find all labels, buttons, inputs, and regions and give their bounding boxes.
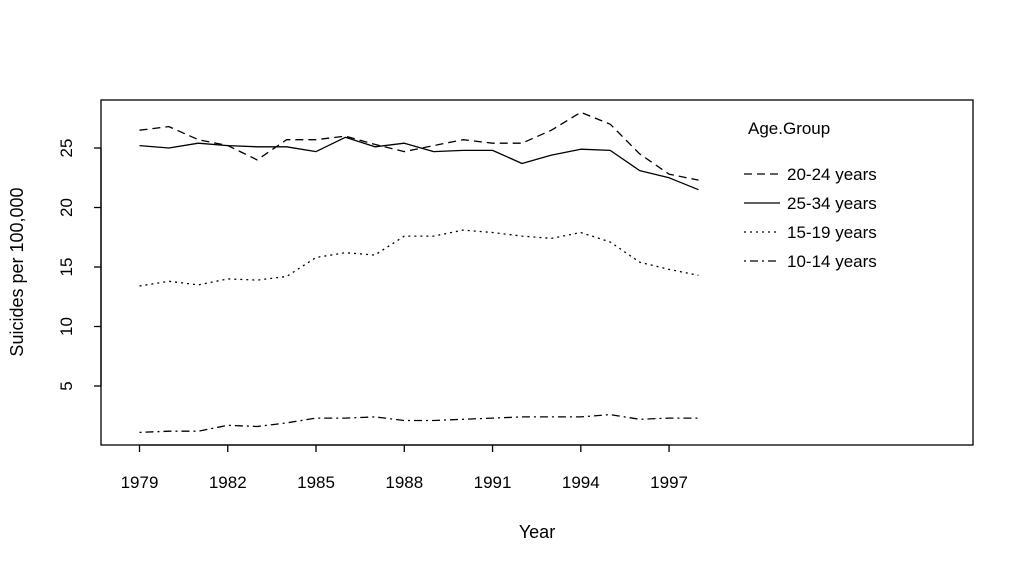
y-tick-label: 25 [57,139,76,158]
y-tick-label: 15 [57,258,76,277]
series-line-15-19-years [139,229,699,287]
series-line-25-34-years [139,136,699,191]
series-line-10-14-years [139,413,699,434]
x-tick-label: 1985 [297,473,335,492]
legend: Age.Group 20-24 years 25-34 years 15-19 ye… [744,119,877,271]
legend-title: Age.Group [748,119,830,138]
legend-label: 25-34 years [787,194,877,213]
y-tick-label: 5 [57,381,76,390]
x-tick-label: 1991 [474,473,512,492]
y-axis: 5 10 15 20 25 [57,139,102,391]
legend-label: 15-19 years [787,223,877,242]
plot-frame [100,99,974,446]
x-tick-label: 1988 [385,473,423,492]
x-axis-title: Year [519,522,555,542]
x-tick-label: 1979 [121,473,159,492]
series-layer [139,111,699,434]
y-tick-label: 10 [57,317,76,336]
x-tick-label: 1994 [562,473,600,492]
series-line-20-24-years [139,111,699,181]
legend-label: 10-14 years [787,252,877,271]
x-tick-label: 1997 [650,473,688,492]
y-axis-title: Suicides per 100,000 [7,187,27,356]
y-tick-label: 20 [57,198,76,217]
x-axis: 1979 1982 1985 1988 1991 1994 1997 [121,444,688,492]
legend-label: 20-24 years [787,165,877,184]
x-tick-label: 1982 [209,473,247,492]
